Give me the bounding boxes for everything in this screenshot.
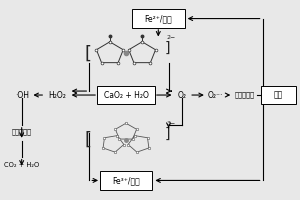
Text: ]: ] bbox=[164, 40, 170, 54]
Text: 有机污染物: 有机污染物 bbox=[235, 92, 255, 98]
Text: [: [ bbox=[84, 131, 91, 149]
Text: 2−: 2− bbox=[167, 35, 176, 40]
FancyBboxPatch shape bbox=[132, 9, 185, 28]
Text: 副产: 副产 bbox=[274, 91, 283, 100]
Text: ·OH: ·OH bbox=[15, 91, 29, 100]
FancyBboxPatch shape bbox=[100, 171, 152, 190]
Text: 3−: 3− bbox=[167, 121, 176, 126]
FancyBboxPatch shape bbox=[261, 86, 296, 104]
Text: Fe²⁺/草酸: Fe²⁺/草酸 bbox=[144, 14, 172, 23]
Text: CaO₂ + H₂O: CaO₂ + H₂O bbox=[103, 91, 148, 100]
Text: ]: ] bbox=[164, 127, 170, 141]
Text: H₂O₂: H₂O₂ bbox=[48, 91, 66, 100]
Text: 有机污染物: 有机污染物 bbox=[12, 128, 32, 135]
FancyBboxPatch shape bbox=[97, 86, 155, 104]
Text: [: [ bbox=[84, 44, 91, 62]
Text: O₂⁻·: O₂⁻· bbox=[208, 91, 223, 100]
Text: Fe³⁺/草酸: Fe³⁺/草酸 bbox=[112, 176, 140, 185]
Text: CO₂ + H₂O: CO₂ + H₂O bbox=[4, 162, 39, 168]
Text: O₂: O₂ bbox=[177, 91, 186, 100]
